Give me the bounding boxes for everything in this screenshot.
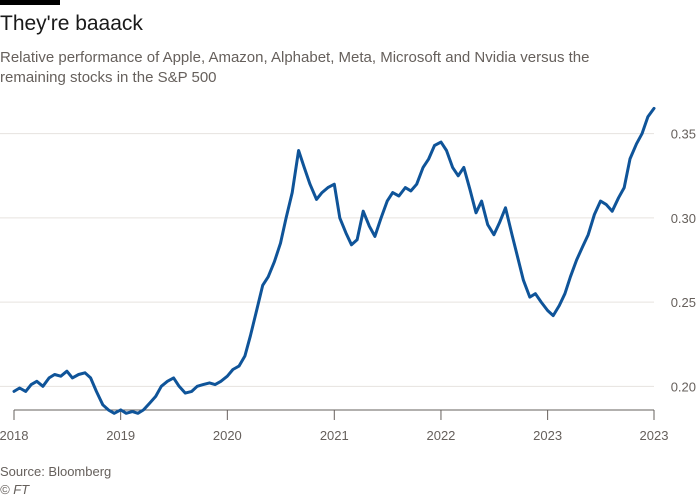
y-tick-label: 0.30 [671,211,696,226]
x-tick-label: 2023 [640,428,669,443]
x-tick-label: 2020 [213,428,242,443]
y-tick-label: 0.25 [671,295,696,310]
x-tick-label: 2022 [426,428,455,443]
y-tick-label: 0.35 [671,127,696,142]
x-tick-label: 2023 [533,428,562,443]
chart-title: They're baaack [0,12,143,35]
x-tick-label: 2019 [106,428,135,443]
y-axis: 0.20 0.25 0.30 0.35 [671,127,696,395]
x-tick-label: 2018 [0,428,28,443]
header-accent-bar [0,0,60,5]
chart-subtitle: Relative performance of Apple, Amazon, A… [0,49,590,86]
ft-credit: © FT [0,482,30,497]
x-tick-label: 2021 [320,428,349,443]
line-chart: 0.20 0.25 0.30 0.35 2018 2019 2020 2021 2022 202… [0,106,696,443]
y-tick-label: 0.20 [671,379,696,394]
source-note: Source: Bloomberg [0,464,112,479]
series-layer [12,106,656,415]
x-axis-labels: 2018 2019 2020 2021 2022 2023 2023 [0,428,668,443]
series-line [12,106,656,415]
gridlines [0,133,654,387]
